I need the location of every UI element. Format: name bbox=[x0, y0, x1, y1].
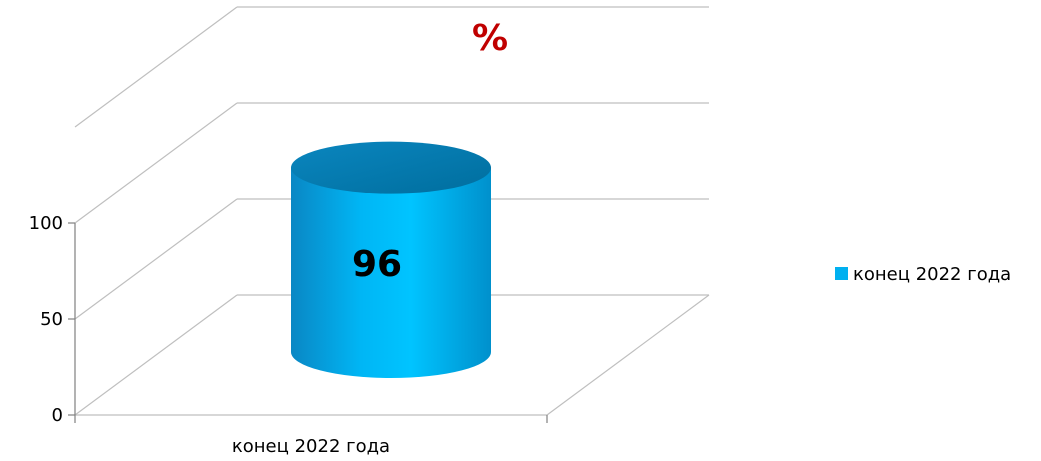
y-axis-ticks: 0 50 100 bbox=[29, 213, 75, 426]
bars: 96 bbox=[291, 141, 491, 378]
y-tick-label: 100 bbox=[29, 213, 63, 234]
chart-title: % bbox=[472, 18, 508, 59]
gridline-side-100 bbox=[74, 102, 238, 224]
x-axis-ticks: конец 2022 года bbox=[232, 436, 390, 457]
axes bbox=[74, 223, 710, 423]
bar-side bbox=[291, 167, 491, 378]
data-label: 96 bbox=[352, 244, 402, 285]
gridline-side-150 bbox=[74, 6, 238, 128]
y-tick-label: 0 bbox=[52, 405, 63, 426]
bar-cylinder bbox=[291, 141, 491, 378]
gridline-side-50 bbox=[74, 198, 238, 320]
legend-label: конец 2022 года bbox=[853, 264, 1011, 285]
x-category-label: конец 2022 года bbox=[232, 436, 390, 457]
legend: конец 2022 года bbox=[835, 264, 1011, 285]
legend-swatch bbox=[835, 267, 848, 280]
gridline-side-0 bbox=[74, 294, 238, 416]
y-tick-label: 50 bbox=[40, 309, 63, 330]
floor-right-edge bbox=[546, 294, 710, 416]
bar-top bbox=[291, 141, 491, 194]
